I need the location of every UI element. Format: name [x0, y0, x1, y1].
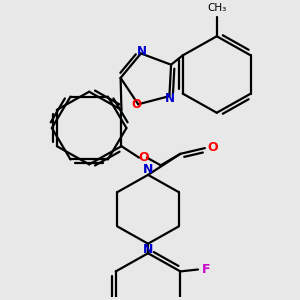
- Text: N: N: [143, 163, 153, 176]
- Text: F: F: [202, 263, 210, 276]
- Text: N: N: [143, 243, 153, 256]
- Text: CH₃: CH₃: [207, 3, 226, 13]
- Text: O: O: [139, 151, 149, 164]
- Text: O: O: [207, 141, 218, 154]
- Text: O: O: [131, 98, 141, 111]
- Text: N: N: [164, 92, 174, 104]
- Text: N: N: [137, 45, 147, 58]
